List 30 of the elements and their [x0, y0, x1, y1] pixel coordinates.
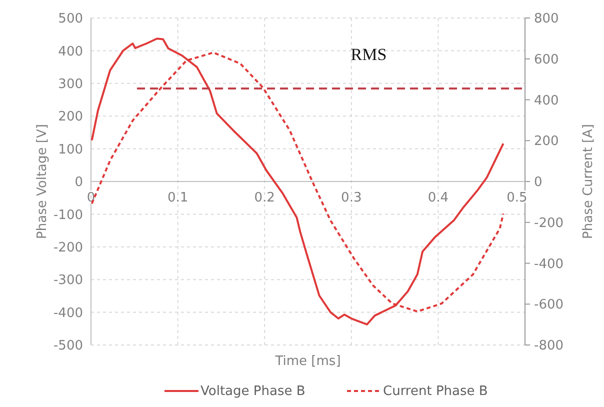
x-axis-title: Time [ms]	[274, 354, 341, 369]
y-tick-label: 500	[58, 12, 83, 27]
y-tick-label: 0	[74, 175, 83, 190]
y2-tick-label: 600	[534, 52, 559, 68]
y2-tick-label: -200	[534, 216, 564, 231]
y2-tick-label: -800	[534, 338, 564, 354]
x-tick-label: 0.2	[254, 190, 275, 206]
y-tick-label: -200	[53, 240, 83, 256]
y-tick-label: 400	[58, 44, 83, 60]
annotation: RMS	[350, 45, 387, 64]
legend-label: Voltage Phase B	[200, 384, 306, 399]
y2-tick-label: 200	[534, 134, 559, 150]
y-tick-label: -400	[53, 306, 83, 321]
y-tick-label: -100	[53, 208, 83, 223]
y2-tick-label: 400	[534, 93, 559, 108]
y-tick-label: -500	[53, 338, 83, 354]
y2-tick-label: 0	[534, 175, 542, 190]
y-tick-label: 300	[58, 76, 83, 92]
x-tick-label: 0.4	[428, 190, 449, 206]
y-tick-label: -300	[53, 273, 83, 288]
legend-label: Current Phase B	[383, 384, 488, 399]
y2-axis-title: Phase Current [A]	[581, 124, 596, 239]
y2-tick-label: 800	[534, 12, 559, 27]
y-tick-label: 100	[58, 142, 83, 158]
x-tick-label: 0.3	[341, 190, 362, 206]
y-tick-label: 200	[58, 110, 83, 125]
x-tick-label: 0.1	[167, 190, 188, 206]
y-axis-title: Phase Voltage [V]	[35, 124, 50, 239]
y2-tick-label: -400	[534, 256, 564, 272]
y2-tick-label: -600	[534, 298, 564, 313]
